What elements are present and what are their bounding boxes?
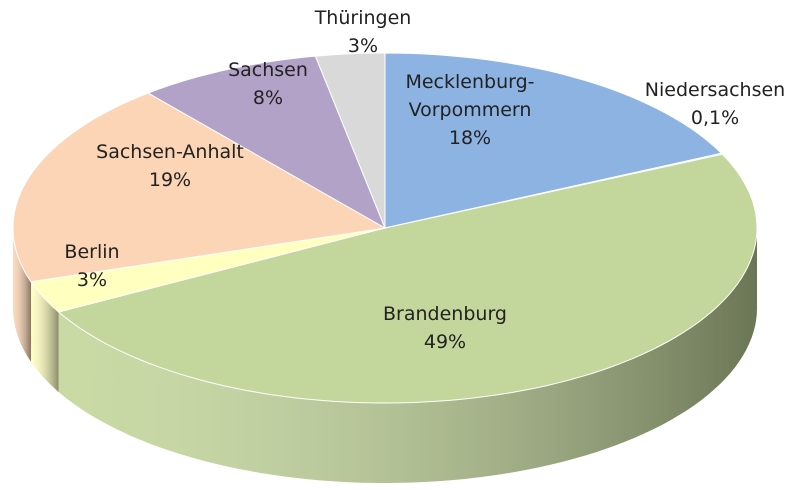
slice — [12, 92, 387, 283]
category-label: Thüringen — [314, 7, 412, 29]
category-label: Sachsen-Anhalt — [96, 141, 244, 163]
value-label: 18% — [449, 127, 491, 149]
category-label: Mecklenburg-Vorpommern — [405, 71, 534, 121]
category-label: Berlin — [64, 241, 119, 263]
slice — [30, 227, 386, 313]
slice-side-shade — [58, 228, 758, 483]
slice — [146, 55, 387, 230]
slice-label: Sachsen-Anhalt 19% — [96, 141, 244, 191]
value-label: 49% — [424, 331, 466, 353]
value-label: 8% — [253, 87, 283, 109]
slice — [384, 52, 723, 229]
slice-label: Berlin 3% — [64, 241, 119, 291]
slice — [314, 52, 386, 229]
category-label: Niedersachsen — [645, 79, 785, 101]
value-label: 3% — [348, 35, 378, 57]
category-label: Sachsen — [228, 59, 308, 81]
slice-label: Thüringen 3% — [314, 7, 412, 57]
category-label: Brandenburg — [383, 303, 507, 325]
value-label: 3% — [77, 269, 107, 291]
slice-side-shade — [13, 228, 31, 362]
value-label: 0,1% — [691, 107, 739, 129]
slice-label: Mecklenburg-Vorpommern 18% — [405, 71, 534, 149]
slice-label: Niedersachsen 0,1% — [645, 79, 785, 129]
slice-label: Brandenburg 49% — [383, 303, 507, 353]
slice-label: Sachsen 8% — [228, 59, 308, 109]
value-label: 19% — [149, 169, 191, 191]
slice-side-shade — [31, 281, 59, 392]
slice — [57, 153, 758, 404]
